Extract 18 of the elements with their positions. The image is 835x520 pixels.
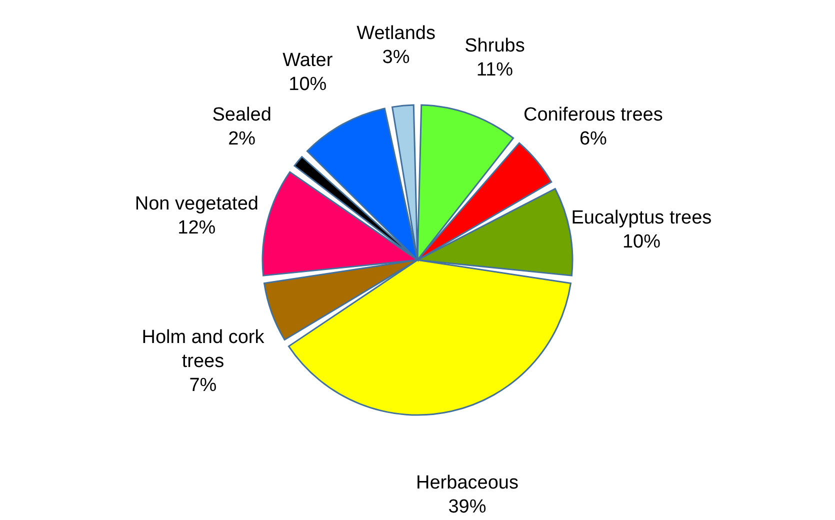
data-label: 2% — [228, 128, 256, 150]
data-label: 10% — [288, 74, 327, 96]
data-label: 6% — [579, 128, 608, 150]
slice-label: Non vegetated — [134, 193, 258, 214]
data-label: 12% — [178, 217, 216, 238]
slice-label: Shrubs — [464, 35, 525, 56]
data-label: 39% — [448, 496, 486, 518]
slice-label: Wetlands — [356, 23, 436, 44]
slice-label: Holm and cork trees — [142, 327, 265, 372]
slice-label: Herbaceous — [416, 472, 518, 494]
data-label: 11% — [476, 59, 514, 80]
data-label: 7% — [189, 375, 217, 396]
slice-label: Sealed — [212, 104, 272, 126]
data-label: 3% — [382, 47, 410, 68]
slice-label: Coniferous trees — [523, 104, 663, 126]
slice-label: Water — [282, 50, 334, 72]
slice-label: Eucalyptus trees — [571, 207, 712, 228]
data-label: 10% — [622, 231, 661, 252]
